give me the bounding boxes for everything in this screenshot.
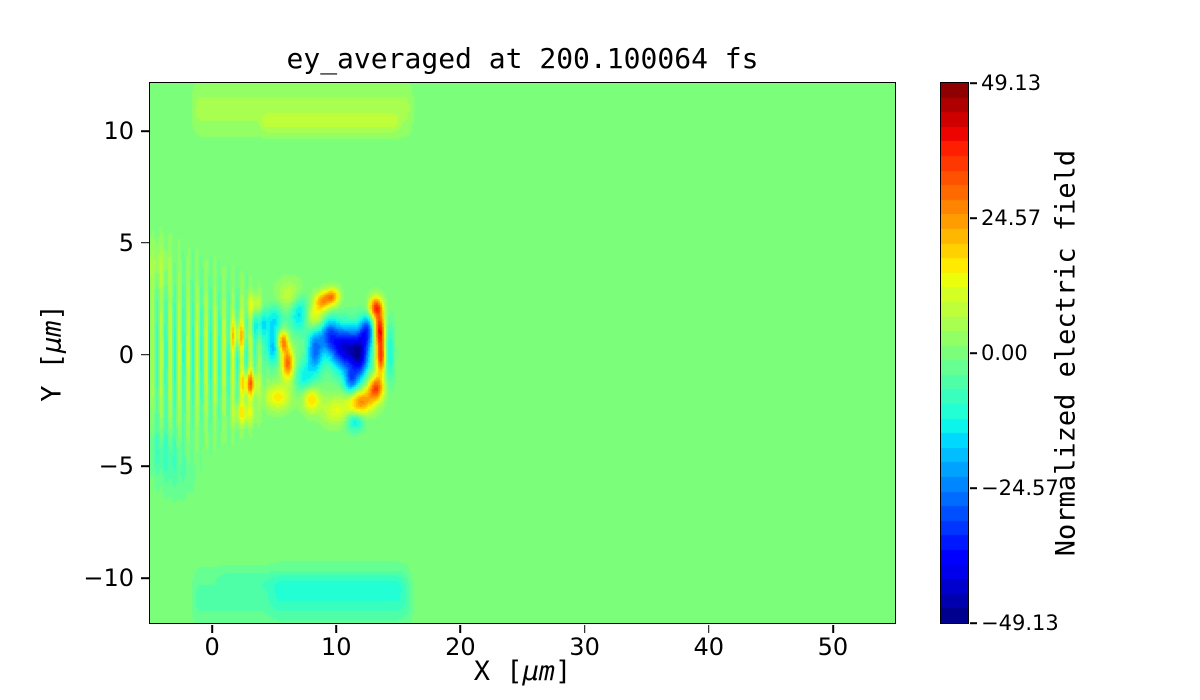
x-tick-mark xyxy=(832,624,834,633)
colorbar-tick-label: 49.13 xyxy=(981,71,1042,95)
plot-title: ey_averaged at 200.100064 fs xyxy=(286,42,759,75)
colorbar-tick-mark xyxy=(969,217,977,219)
plot-area xyxy=(148,81,896,624)
y-tick-label: −10 xyxy=(83,564,134,593)
x-tick-mark xyxy=(707,624,710,633)
x-tick-label: 40 xyxy=(693,633,725,661)
heatmap-canvas xyxy=(149,82,895,623)
y-tick-mark xyxy=(140,130,149,132)
x-axis-label: X [μm] xyxy=(150,656,895,687)
x-tick-label: 0 xyxy=(204,633,220,661)
x-tick-label: 30 xyxy=(569,633,600,661)
colorbar-tick-mark xyxy=(969,352,977,354)
colorbar-canvas xyxy=(940,82,968,623)
x-tick-label: 10 xyxy=(320,633,352,661)
colorbar-tick-mark xyxy=(969,82,977,84)
colorbar-tick-label: 0.00 xyxy=(981,341,1028,365)
y-tick-label: 5 xyxy=(118,228,134,257)
colorbar-tick-label: −24.57 xyxy=(981,476,1059,501)
x-axis-label-suffix: ] xyxy=(555,656,572,687)
x-axis-unit: μm xyxy=(522,656,556,687)
x-tick-mark xyxy=(335,624,338,633)
y-tick-label: 0 xyxy=(118,340,134,369)
x-tick-mark xyxy=(583,624,586,633)
y-tick-label: −5 xyxy=(98,452,134,481)
colorbar-tick-label: −49.13 xyxy=(981,611,1059,635)
colorbar xyxy=(939,81,969,624)
y-tick-mark xyxy=(140,465,149,468)
y-tick-mark xyxy=(140,353,149,356)
x-axis-label-text: X [ xyxy=(473,656,523,687)
y-tick-label: 10 xyxy=(103,117,134,146)
y-tick-mark xyxy=(140,577,149,580)
x-tick-mark xyxy=(211,624,213,633)
colorbar-tick-mark xyxy=(969,487,977,489)
x-tick-mark xyxy=(459,624,462,633)
y-axis-label-suffix: ] xyxy=(36,304,68,321)
x-tick-label: 50 xyxy=(817,633,849,661)
colorbar-tick-label: 24.57 xyxy=(981,205,1042,230)
colorbar-tick-mark xyxy=(969,622,977,624)
x-tick-label: 20 xyxy=(445,633,476,661)
y-tick-mark xyxy=(140,242,149,244)
